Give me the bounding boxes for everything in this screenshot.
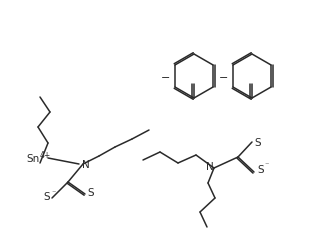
Text: ⁻: ⁻ bbox=[265, 161, 269, 169]
Text: N: N bbox=[206, 162, 214, 172]
Text: S: S bbox=[44, 192, 50, 202]
Text: S: S bbox=[255, 138, 261, 148]
Text: −: − bbox=[161, 73, 171, 83]
Text: −: − bbox=[219, 73, 229, 83]
Text: S: S bbox=[88, 188, 94, 198]
Text: N: N bbox=[82, 160, 90, 170]
Text: 4+: 4+ bbox=[39, 150, 51, 160]
Text: Sn: Sn bbox=[26, 154, 40, 164]
Text: S: S bbox=[258, 165, 264, 175]
Text: ⁻: ⁻ bbox=[52, 188, 56, 197]
